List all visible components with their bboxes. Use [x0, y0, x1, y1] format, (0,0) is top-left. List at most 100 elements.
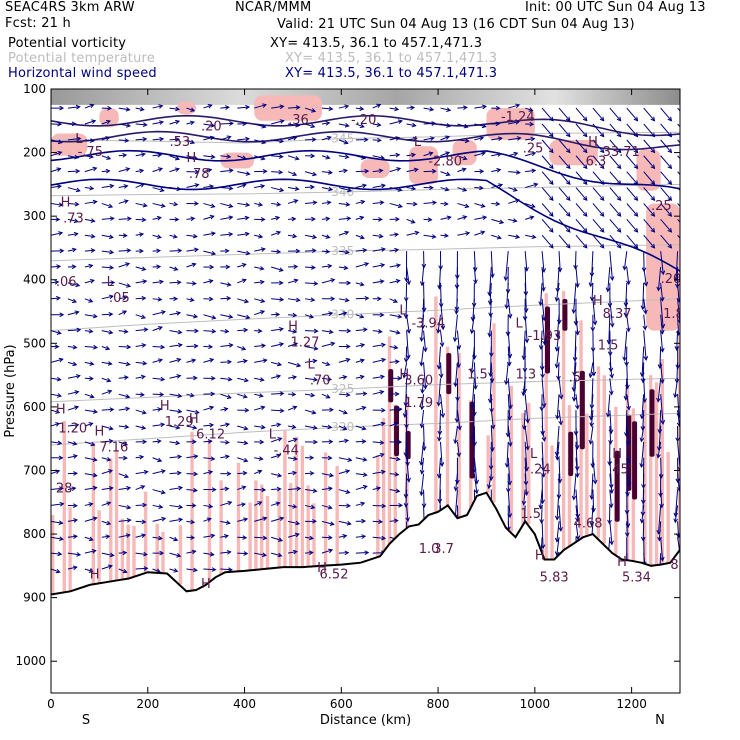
wind-vector	[541, 314, 546, 345]
wind-arrowhead	[540, 430, 545, 436]
wind-vector	[406, 123, 416, 127]
wind-vector	[471, 314, 475, 334]
wind-vector	[677, 394, 680, 418]
wind-vector	[271, 375, 281, 379]
wind-arrowhead	[362, 247, 368, 253]
wind-arrowhead	[173, 536, 179, 542]
wind-arrowhead	[295, 297, 301, 303]
wind-arrowhead	[657, 429, 663, 434]
wind-vector	[420, 346, 425, 366]
wind-vector	[271, 552, 282, 557]
wind-vector	[84, 473, 97, 477]
wind-vector	[254, 298, 265, 303]
wind-arrowhead	[157, 326, 163, 331]
wind-arrowhead	[650, 164, 656, 170]
wind-vector	[355, 200, 365, 204]
wind-arrowhead	[106, 377, 112, 383]
wind-vector	[84, 345, 98, 348]
pv-positive-column	[248, 502, 252, 571]
wind-vector	[657, 505, 662, 534]
wind-vector	[67, 519, 78, 522]
wind-arrowhead	[633, 212, 639, 217]
wind-vector	[677, 219, 680, 223]
wind-vector	[355, 184, 367, 189]
pv-positive-column	[265, 495, 270, 569]
wind-arrowhead	[440, 325, 446, 331]
wind-arrowhead	[379, 279, 385, 284]
wind-vector	[338, 105, 349, 109]
wind-arrowhead	[106, 155, 112, 160]
wind-arrowhead	[91, 549, 97, 554]
wind-arrowhead	[126, 504, 132, 510]
wind-vector	[169, 472, 181, 475]
wind-vector	[591, 282, 594, 301]
wind-arrowhead	[260, 247, 266, 252]
wind-vector	[575, 123, 588, 137]
wind-arrowhead	[639, 437, 645, 443]
wind-arrowhead	[279, 104, 285, 110]
wind-vector	[574, 251, 577, 269]
wind-arrowhead	[259, 266, 265, 271]
wind-vector	[287, 550, 297, 554]
wind-arrowhead	[412, 136, 418, 142]
wind-vector	[118, 393, 130, 398]
wind-vector	[338, 312, 347, 316]
wind-arrowhead	[92, 457, 98, 462]
wind-arrowhead	[685, 244, 689, 248]
wind-vector	[389, 280, 400, 284]
wind-vector	[677, 187, 680, 192]
wind-arrowhead	[243, 457, 249, 463]
wind-arrowhead	[685, 180, 689, 184]
wind-arrowhead	[548, 196, 554, 201]
wind-vector	[254, 406, 265, 411]
wind-vector	[660, 139, 672, 153]
wind-arrowhead	[397, 375, 403, 381]
wind-vector	[389, 422, 398, 427]
wind-vector	[491, 184, 503, 189]
pv-value-label: 1.29	[165, 415, 194, 430]
init-time: Init: 00 UTC Sun 04 Aug 13	[525, 0, 706, 15]
wind-vector	[288, 106, 300, 109]
wind-arrowhead	[279, 297, 285, 302]
wind-arrowhead	[109, 183, 115, 189]
pv-positive-column	[289, 483, 293, 568]
wind-arrowhead	[328, 170, 333, 175]
wind-vector	[84, 155, 94, 158]
wind-vector	[203, 330, 216, 333]
wind-arrowhead	[157, 457, 163, 463]
wind-arrowhead	[58, 357, 64, 363]
wind-arrowhead	[194, 247, 200, 253]
wind-vector	[541, 219, 554, 233]
center-name: NCAR/MMM	[235, 0, 312, 15]
wind-arrowhead	[462, 215, 468, 220]
wind-arrowhead	[72, 565, 78, 571]
wind-vector	[152, 377, 165, 381]
wind-vector	[254, 155, 265, 160]
wind-vector	[271, 488, 281, 491]
wind-vector	[389, 264, 401, 268]
wind-vector	[423, 489, 425, 508]
wind-vector	[220, 551, 231, 554]
wind-vector	[508, 121, 520, 125]
wind-vector	[152, 536, 162, 540]
wind-vector	[186, 282, 196, 285]
wind-vector	[220, 187, 233, 190]
wind-vector	[169, 107, 180, 110]
wind-vector	[355, 155, 366, 159]
wind-arrowhead	[626, 405, 631, 411]
wind-vector	[101, 170, 110, 173]
wind-arrowhead	[156, 264, 162, 270]
wind-arrowhead	[312, 171, 318, 177]
wind-arrowhead	[592, 320, 598, 326]
wind-vector	[254, 281, 264, 284]
wind-vector	[84, 120, 96, 125]
wind-vector	[658, 521, 662, 541]
wind-arrowhead	[58, 455, 64, 461]
wind-vector	[372, 441, 384, 444]
wind-arrowhead	[378, 233, 384, 239]
wind-vector	[67, 441, 77, 445]
wind-arrowhead	[258, 202, 264, 207]
wind-vector	[626, 266, 630, 285]
stratosphere-band	[51, 89, 680, 105]
wind-vector	[118, 487, 131, 491]
